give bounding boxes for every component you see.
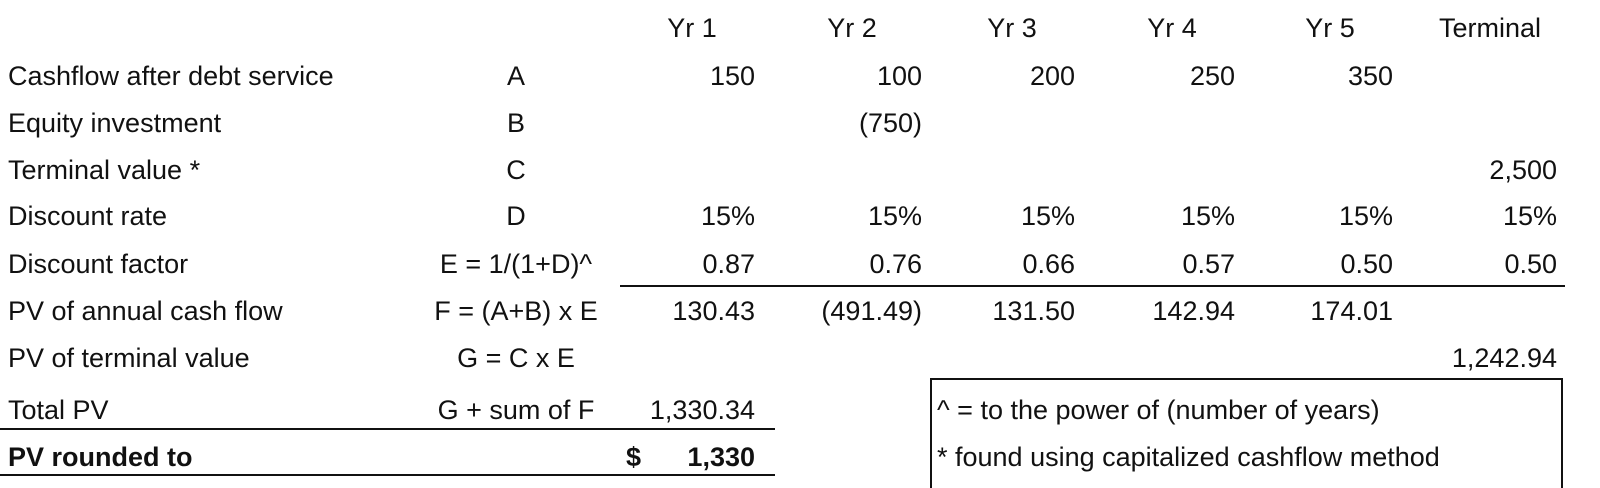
rounded-label: PV rounded to <box>8 442 193 472</box>
cell-value: 0.57 <box>1182 249 1235 279</box>
cell-value: 200 <box>1029 61 1075 91</box>
row-formula: E = 1/(1+D)^ <box>439 249 593 279</box>
row-formula: F = (A+B) x E <box>434 296 598 326</box>
note: * found using capitalized cashflow metho… <box>937 442 1440 472</box>
column-header: Yr 4 <box>1147 13 1197 43</box>
cell-value: 15% <box>700 201 755 231</box>
cell-value: 1,330.34 <box>649 395 755 425</box>
row-label: Terminal value * <box>8 155 201 185</box>
cell-value: 150 <box>709 61 755 91</box>
column-header: Yr 2 <box>827 13 877 43</box>
row-formula: C <box>506 155 526 185</box>
column-header: Terminal <box>1438 13 1542 43</box>
row-formula: B <box>506 108 525 138</box>
cell-value: 130.43 <box>672 296 755 326</box>
rule-line <box>0 474 775 476</box>
cell-value: 15% <box>1020 201 1075 231</box>
rounded-value: 1,330 <box>687 442 755 472</box>
cell-value: 15% <box>1180 201 1235 231</box>
column-header: Yr 5 <box>1305 13 1355 43</box>
row-formula: D <box>506 201 526 231</box>
cell-value: (750) <box>858 108 922 138</box>
cell-value: 0.76 <box>869 249 922 279</box>
row-formula: A <box>506 61 525 91</box>
row-label: PV of terminal value <box>8 343 250 373</box>
cell-value: 250 <box>1189 61 1235 91</box>
cell-value: 131.50 <box>992 296 1075 326</box>
cell-value: 15% <box>1502 201 1557 231</box>
cell-value: 2,500 <box>1489 155 1557 185</box>
rule-line <box>620 285 1565 287</box>
cell-value: 1,242.94 <box>1451 343 1557 373</box>
cell-value: 0.50 <box>1504 249 1557 279</box>
cell-value: 0.50 <box>1340 249 1393 279</box>
row-label: Cashflow after debt service <box>8 61 334 91</box>
row-label: Total PV <box>8 395 109 425</box>
cell-value: 174.01 <box>1310 296 1393 326</box>
cell-value: 15% <box>1338 201 1393 231</box>
row-label: Discount rate <box>8 201 168 231</box>
row-label: PV of annual cash flow <box>8 296 283 326</box>
cell-value: 15% <box>867 201 922 231</box>
row-formula: G + sum of F <box>437 395 595 425</box>
cell-value: 142.94 <box>1152 296 1235 326</box>
row-formula: G = C x E <box>457 343 575 373</box>
column-header: Yr 1 <box>667 13 717 43</box>
cell-value: 100 <box>876 61 922 91</box>
rounded-currency: $ <box>626 442 642 472</box>
cell-value: (491.49) <box>821 296 922 326</box>
column-header: Yr 3 <box>987 13 1037 43</box>
note-box <box>930 378 1563 488</box>
rule-line <box>0 428 775 430</box>
cell-value: 350 <box>1347 61 1393 91</box>
row-label: Discount factor <box>8 249 189 279</box>
cell-value: 0.87 <box>702 249 755 279</box>
cell-value: 0.66 <box>1022 249 1075 279</box>
row-label: Equity investment <box>8 108 222 138</box>
note: ^ = to the power of (number of years) <box>937 395 1380 425</box>
